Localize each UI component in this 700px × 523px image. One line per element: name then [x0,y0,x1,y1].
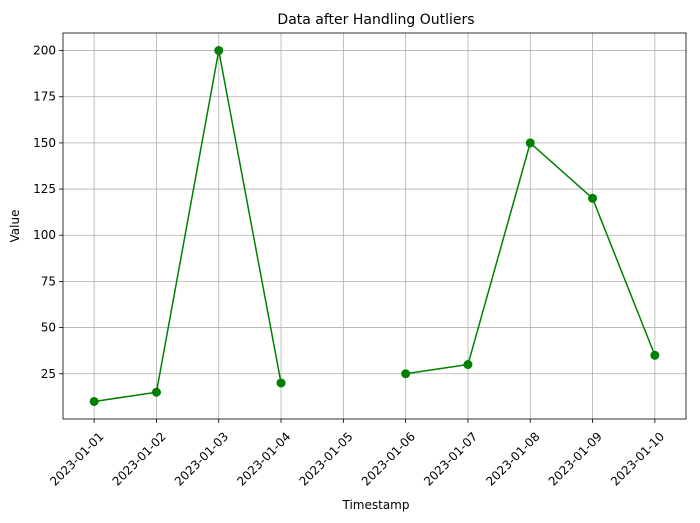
y-tick-label: 150 [33,136,56,150]
grid [63,33,686,419]
data-point [151,387,161,397]
x-axis-label: Timestamp [342,498,410,512]
x-tick-label: 2023-01-05 [296,429,355,488]
series [89,46,660,406]
ticks: 2023-01-01 2023-01-02 2023-01-03 2023-01-04… [33,44,667,489]
data-point [89,396,99,406]
data-point [276,378,286,388]
x-tick-label: 2023-01-04 [234,429,293,488]
y-tick-label: 125 [33,182,56,196]
data-point [214,46,224,56]
x-tick-label: 2023-01-10 [608,429,667,488]
data-point [525,138,535,148]
data-point [650,350,660,360]
y-tick-label: 175 [33,90,56,104]
y-tick-label: 75 [41,274,56,288]
x-tick-label: 2023-01-02 [110,429,169,488]
x-tick-label: 2023-01-07 [421,429,480,488]
x-tick-label: 2023-01-09 [546,429,605,488]
y-axis-label: Value [8,210,22,243]
chart-title: Data after Handling Outliers [277,12,474,28]
y-tick-label: 50 [41,321,56,335]
x-tick-label: 2023-01-08 [483,429,542,488]
x-tick-label: 2023-01-03 [172,429,231,488]
y-tick-label: 25 [41,367,56,381]
plot-frame [62,32,687,420]
data-point [463,360,473,370]
x-tick-label: 2023-01-06 [359,429,418,488]
y-tick-label: 200 [33,44,56,58]
y-tick-label: 100 [33,228,56,242]
data-point [401,369,411,379]
x-tick-label: 2023-01-01 [47,429,106,488]
data-point [588,193,598,203]
series-line-segment [94,49,282,403]
